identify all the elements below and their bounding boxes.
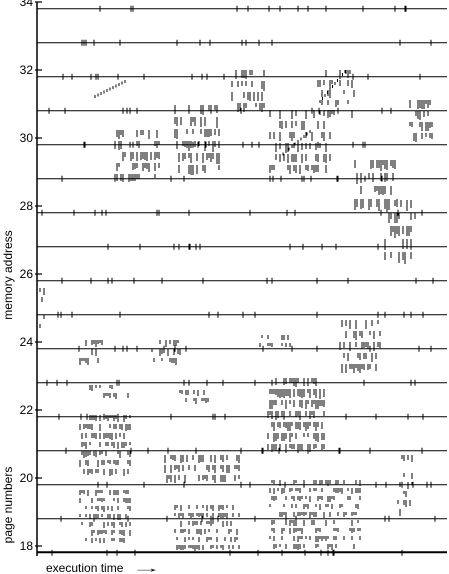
y-axis-secondary-label: page numbers (1, 467, 15, 544)
y-tick-label: 30 (20, 131, 34, 145)
x-axis-arrow-icon: → (131, 561, 162, 574)
y-tick-label: 32 (20, 63, 34, 77)
memory-reference-traces (39, 5, 436, 556)
y-ticks: 18 20 22 24 26 28 30 32 34 (20, 0, 42, 553)
axes (36, 2, 447, 556)
y-tick-label: 34 (20, 0, 34, 9)
y-tick-label: 24 (20, 335, 34, 349)
y-tick-label: 22 (20, 403, 34, 417)
page-boundary-lines (37, 8, 447, 554)
y-tick-label: 20 (20, 471, 34, 485)
reference-marks (39, 5, 436, 556)
y-axis-label: memory address (1, 230, 15, 319)
y-tick-label: 28 (20, 199, 34, 213)
y-tick-label: 26 (20, 267, 34, 281)
x-axis-label: execution time (46, 561, 124, 574)
y-tick-label: 18 (20, 539, 34, 553)
